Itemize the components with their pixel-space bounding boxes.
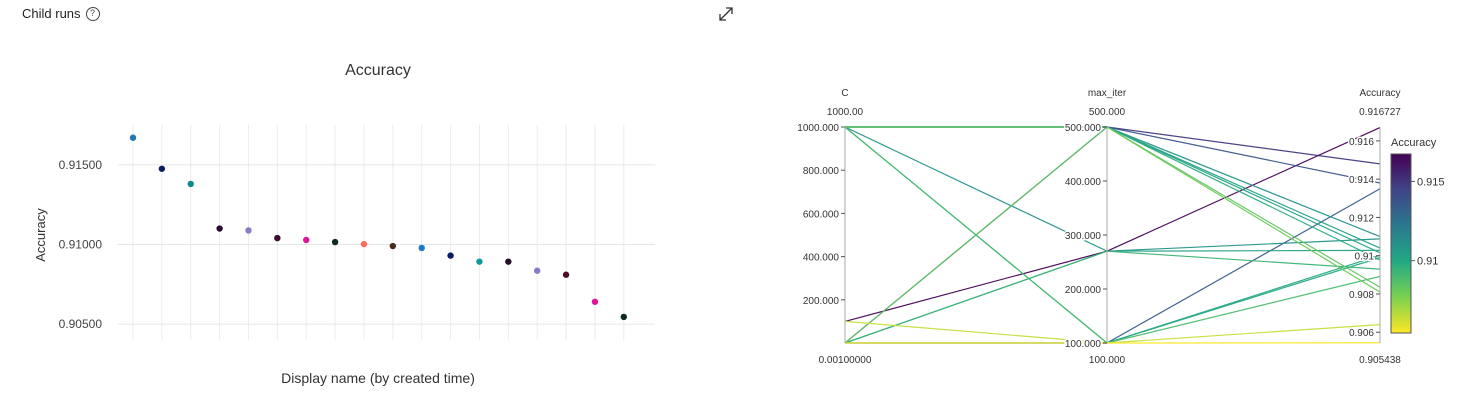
axis-tick-label: 0.906 [1349,328,1374,339]
axis-tick-label: 600.000 [803,209,840,220]
axis-tick-label: 200.000 [1065,285,1102,296]
axis-tick-label: 200.000 [803,296,840,307]
parcoords-line [845,126,1381,165]
axis-tick-label: 0.916 [1349,137,1374,148]
y-tick-label: 0.91500 [59,158,103,172]
y-tick-label: 0.91000 [59,237,103,251]
data-point [418,244,425,252]
data-point [158,165,166,172]
data-point [245,227,252,234]
y-axis-label: Accuracy [33,208,48,262]
parcoords-line [845,126,1381,238]
parcoords-line [844,126,1381,252]
data-point [216,225,223,232]
parcoords-line [844,126,1381,322]
axis-bottom-label: 0.905438 [1359,355,1401,366]
axis-tick-label: 400.000 [803,253,840,264]
axis-name: Accuracy [1359,88,1400,99]
colorbar-title: Accuracy [1391,137,1437,149]
axis-tick-label: 500.000 [1065,123,1102,134]
parcoords-line [845,126,1381,293]
axis-tick-label: 800.000 [803,166,840,177]
axis-top-label: 1000.00 [827,107,864,118]
data-point [303,236,310,244]
axis-tick-label: 0.914 [1349,175,1374,186]
data-point [447,252,454,259]
data-point [360,240,368,248]
axis-tick-label: 0.908 [1349,290,1374,301]
chart-title: Accuracy [345,62,411,79]
axis-tick-label: 0.91 [1355,252,1375,263]
parallel-coordinates-chart: C 1000.00 0.00100000 200.000 400.000 600.000 8… [796,88,1445,366]
data-point [129,134,137,141]
colorbar-tick-label: 0.915 [1417,176,1445,188]
parcoords-line [845,126,1381,249]
parcoords-line [844,126,1381,344]
data-point [533,267,541,274]
x-axis-label: Display name (by created time) [281,370,475,386]
axis-name: C [841,88,848,99]
axis-tick-label: 300.000 [1065,231,1102,242]
axis-top-label: 500.000 [1089,107,1126,118]
axis-bottom-label: 100.000 [1089,355,1126,366]
child-runs-header: Child runs ? [22,6,100,21]
axis-tick-label: 400.000 [1065,177,1102,188]
axis-tick-label: 0.912 [1349,213,1374,224]
data-point [274,234,281,242]
parcoords-line [844,250,1381,344]
axis-bottom-label: 0.00100000 [819,355,872,366]
parcoords-line [844,126,1381,344]
parcoords-line [844,126,1381,344]
data-point [331,238,339,246]
data-point [562,271,570,278]
data-point [389,242,397,250]
data-point [476,258,483,265]
expand-icon[interactable] [716,4,736,24]
data-point [505,258,512,265]
data-point [591,298,599,305]
parcoords-line [844,126,1381,344]
y-tick-label: 0.90500 [59,317,103,331]
colorbar [1390,153,1412,334]
axis-tick-label: 100.000 [1065,339,1102,350]
axis-top-label: 0.916727 [1359,107,1401,118]
data-point [620,313,628,321]
help-icon[interactable]: ? [85,6,100,21]
accuracy-scatter-chart: Accuracy 0.90500 0.91000 0.91500 Accuracy Dis… [33,62,655,386]
data-point [187,180,194,188]
colorbar-tick-label: 0.91 [1417,256,1438,268]
axis-name: max_iter [1088,88,1127,99]
axis-tick-label: 1000.000 [797,123,839,134]
child-runs-title: Child runs [22,6,81,21]
